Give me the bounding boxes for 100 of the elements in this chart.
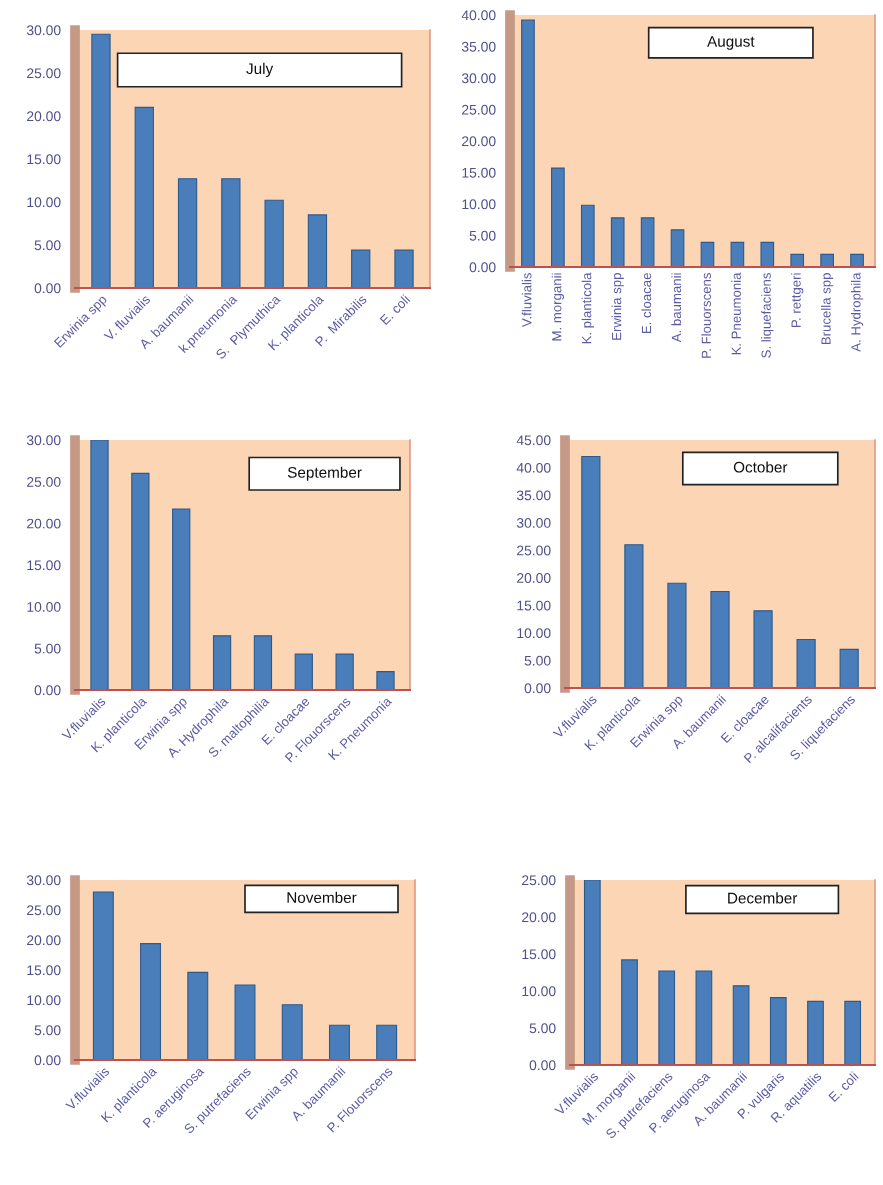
x-tick-label: E. coli <box>379 294 411 326</box>
y-tick-label: 10.00 <box>27 995 61 1006</box>
y-tick-label: 5.00 <box>34 240 61 251</box>
bar <box>140 943 162 1060</box>
y-tick-label: 15.00 <box>462 167 496 178</box>
y-tick-label: 15.00 <box>522 949 556 960</box>
bar <box>351 249 371 288</box>
x-tick-label: A. Hydrophila <box>850 272 864 352</box>
y-tick-label: 30.00 <box>26 875 61 886</box>
bar <box>187 971 209 1060</box>
bar <box>580 204 595 267</box>
bar <box>521 19 535 267</box>
text: September <box>287 466 362 481</box>
y-tick-label: 40.00 <box>516 462 551 473</box>
y-tick-label: 5.00 <box>529 1023 556 1034</box>
bar <box>234 984 256 1060</box>
y-tick-label: 20.00 <box>517 573 551 583</box>
bar <box>281 1004 303 1060</box>
y-tick-label: 5.00 <box>524 655 551 666</box>
bar <box>394 249 414 288</box>
bar <box>670 229 685 267</box>
y-tick-label: 25.00 <box>27 477 61 487</box>
bar <box>790 253 805 267</box>
y-tick-label: 0.00 <box>524 683 551 694</box>
bar <box>796 638 816 688</box>
bar <box>212 635 232 690</box>
y-tick-label: 45.00 <box>516 435 551 446</box>
text: August <box>707 36 755 50</box>
bar <box>695 970 713 1065</box>
bar <box>376 671 395 690</box>
bar <box>730 241 745 267</box>
y-tick-label: 0.00 <box>34 1055 61 1066</box>
bar <box>624 544 644 688</box>
bar <box>807 1000 824 1065</box>
y-tick-label: 15.00 <box>27 154 61 165</box>
bar <box>640 217 655 267</box>
y-tick-label: 30.00 <box>516 518 551 528</box>
y-tick-label: 5.00 <box>469 230 496 241</box>
bar <box>376 1024 398 1060</box>
bar <box>710 591 730 688</box>
bar <box>820 253 834 267</box>
y-tick-label: 35.00 <box>516 490 551 501</box>
bar <box>839 648 859 688</box>
x-tick-label: K. planticola <box>581 272 594 344</box>
bar <box>131 472 150 690</box>
bar <box>753 610 773 688</box>
bar <box>91 33 111 288</box>
x-tick-label: V.fluvialis <box>521 273 532 328</box>
y-tick-label: 0.00 <box>34 283 61 294</box>
y-tick-label: 25.00 <box>27 68 61 79</box>
bar <box>760 241 775 267</box>
x-tick-label: E. coli <box>828 1071 859 1103</box>
text: December <box>728 892 798 904</box>
y-tick-label: 35.00 <box>461 41 496 52</box>
y-tick-label: 10.00 <box>517 628 551 639</box>
y-tick-label: 25.00 <box>517 545 551 556</box>
bar <box>307 214 328 288</box>
y-tick-label: 30.00 <box>461 73 496 84</box>
y-tick-label: 0.00 <box>34 685 61 696</box>
text: October <box>733 461 788 473</box>
bar <box>177 178 198 288</box>
y-tick-label: 20.00 <box>522 912 556 923</box>
y-tick-label: 20.00 <box>27 111 61 122</box>
y-tick-label: 10.00 <box>27 602 61 612</box>
y-tick-label: 20.00 <box>462 136 496 147</box>
bar <box>294 653 313 690</box>
y-tick-label: 0.00 <box>469 262 496 273</box>
bar <box>667 582 687 688</box>
y-tick-label: 15.00 <box>27 560 61 571</box>
y-tick-label: 25.00 <box>462 104 496 115</box>
bar <box>850 253 864 267</box>
x-tick-label: K. Pneumonia <box>731 272 741 355</box>
bar <box>172 508 191 690</box>
x-tick-label: S. liquefaciens <box>761 273 774 358</box>
bar <box>221 178 241 288</box>
bar <box>769 997 787 1065</box>
bar <box>583 880 601 1065</box>
bar <box>551 167 565 267</box>
y-tick-label: 15.00 <box>517 600 551 611</box>
bar <box>134 106 154 288</box>
x-tick-label: M. morganii <box>551 273 565 341</box>
y-tick-label: 0.00 <box>529 1060 556 1071</box>
y-tick-label: 5.00 <box>34 1025 61 1036</box>
bar <box>581 455 601 688</box>
x-tick-label: P. rettgeri <box>791 273 804 327</box>
bar <box>92 891 114 1060</box>
bar <box>253 635 273 690</box>
bar <box>700 241 715 267</box>
y-tick-label: 30.00 <box>26 25 61 36</box>
y-tick-label: 10.00 <box>462 199 496 210</box>
y-tick-label: 10.00 <box>27 197 61 208</box>
bar <box>90 440 109 690</box>
y-tick-label: 15.00 <box>27 965 61 976</box>
bar <box>610 217 625 267</box>
bar <box>264 199 284 288</box>
text: November <box>287 891 357 903</box>
y-tick-label: 5.00 <box>34 643 61 654</box>
x-tick-label: Brucella spp <box>820 273 834 345</box>
x-tick-label: P. Flouorscens <box>701 273 711 358</box>
y-tick-label: 20.00 <box>27 518 61 529</box>
